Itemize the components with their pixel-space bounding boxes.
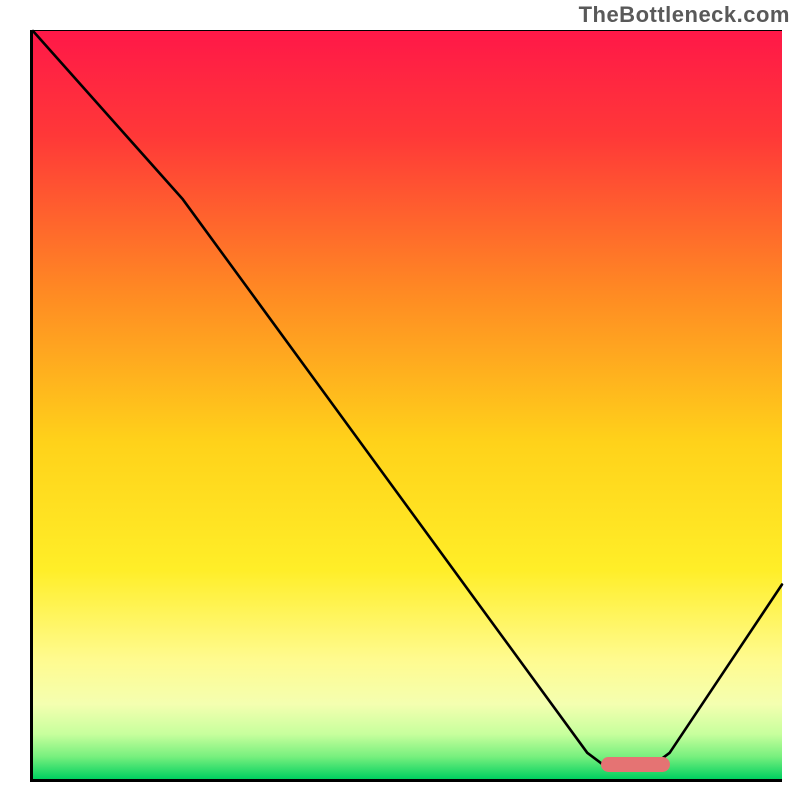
optimum-marker: [601, 757, 670, 772]
bottleneck-curve: [33, 31, 782, 764]
attribution-label: TheBottleneck.com: [579, 2, 790, 28]
curve-layer: [33, 31, 782, 779]
chart-canvas: TheBottleneck.com: [0, 0, 800, 800]
plot-area: [30, 30, 782, 782]
